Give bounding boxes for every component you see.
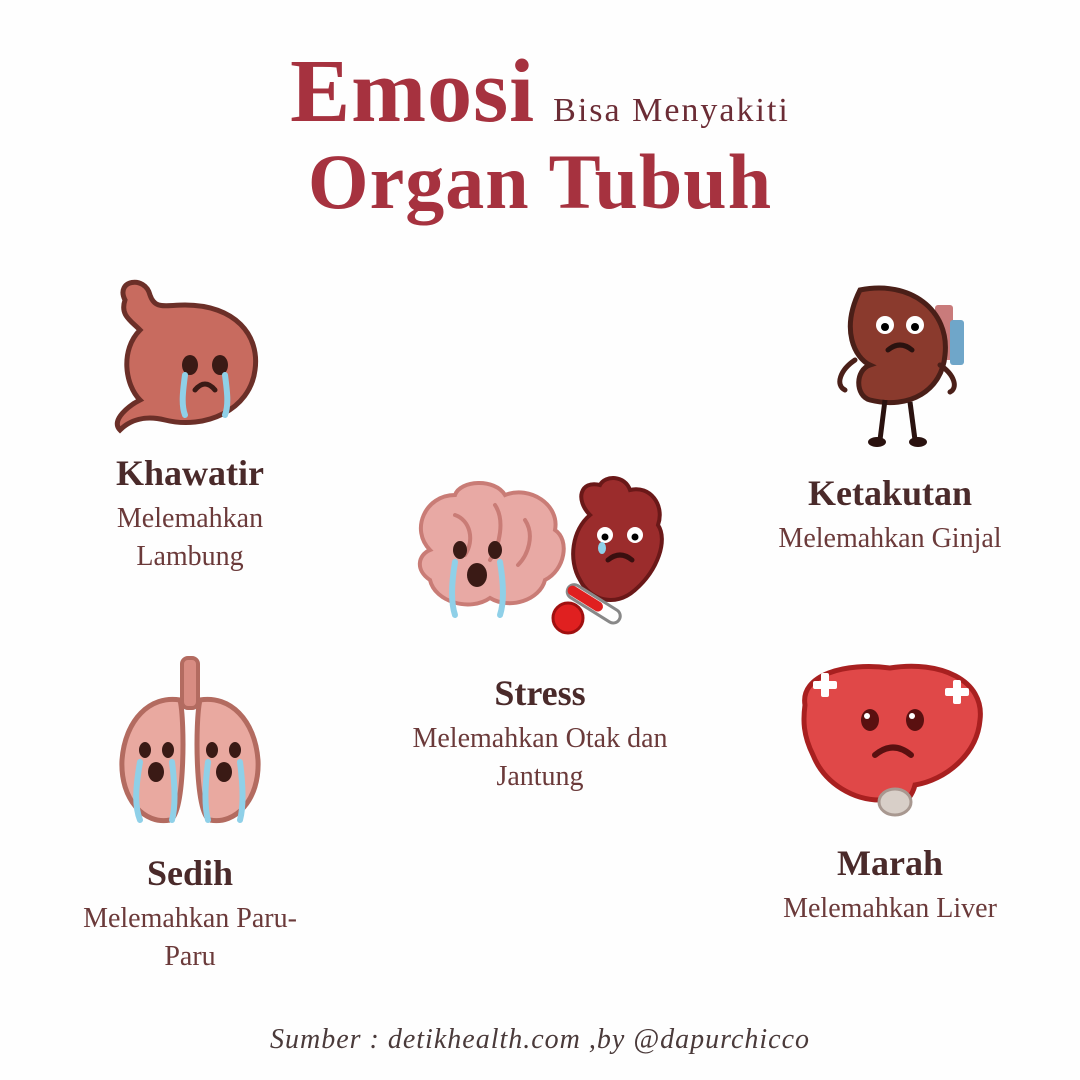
footer-credit: Sumber : detikhealth.com ,by @dapurchicc…	[0, 1024, 1080, 1056]
item-subtitle: Melemahkan Ginjal	[760, 520, 1020, 558]
kidney-icon	[760, 270, 1020, 460]
item-stress: Stress Melemahkan Otak dan Jantung	[390, 470, 690, 796]
stomach-icon	[60, 270, 320, 440]
brain-heart-icon	[390, 470, 690, 660]
item-title: Marah	[760, 842, 1020, 884]
lungs-icon	[60, 650, 320, 840]
liver-icon	[760, 650, 1020, 830]
item-subtitle: Melemahkan Lambung	[60, 500, 320, 576]
item-subtitle: Melemahkan Otak dan Jantung	[390, 720, 690, 796]
item-subtitle: Melemahkan Paru-Paru	[60, 900, 320, 976]
title-connector: Bisa Menyakiti	[553, 92, 790, 130]
item-sedih: Sedih Melemahkan Paru-Paru	[60, 650, 320, 976]
item-title: Sedih	[60, 852, 320, 894]
item-marah: Marah Melemahkan Liver	[760, 650, 1020, 928]
title-block: Emosi Bisa Menyakiti Organ Tubuh	[0, 40, 1080, 227]
title-word1: Emosi	[290, 40, 535, 143]
item-subtitle: Melemahkan Liver	[760, 890, 1020, 928]
item-title: Ketakutan	[760, 472, 1020, 514]
item-title: Khawatir	[60, 452, 320, 494]
item-ketakutan: Ketakutan Melemahkan Ginjal	[760, 270, 1020, 558]
item-title: Stress	[390, 672, 690, 714]
title-word2: Organ Tubuh	[0, 137, 1080, 227]
item-khawatir: Khawatir Melemahkan Lambung	[60, 270, 320, 576]
